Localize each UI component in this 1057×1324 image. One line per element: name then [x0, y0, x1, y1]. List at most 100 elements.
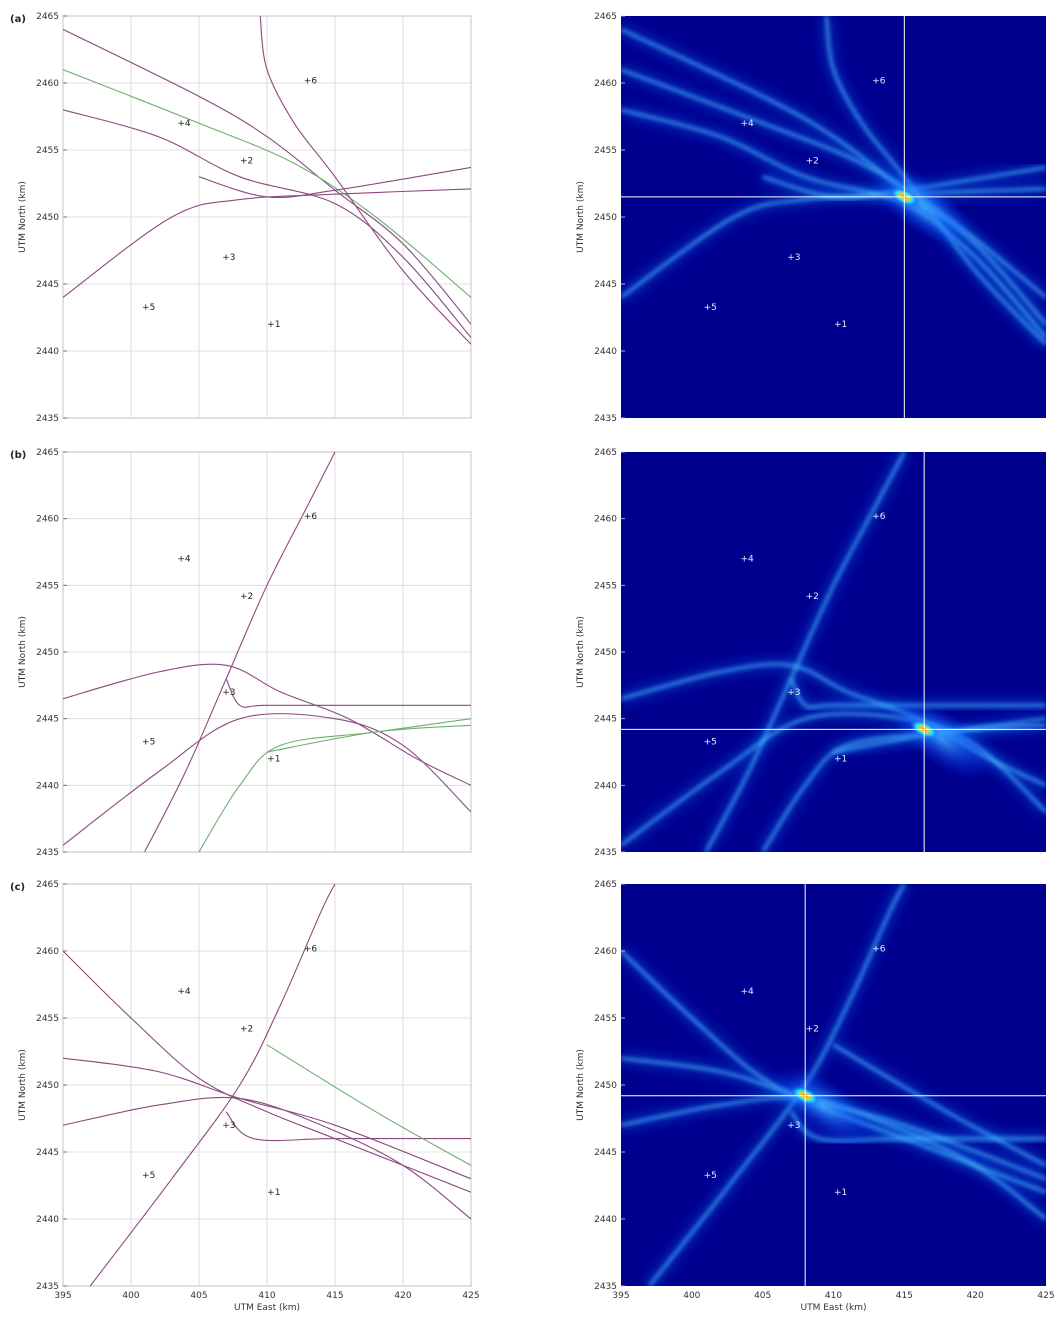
axes: 2465 2460 2455 2450 2445 2440 2435 UTM North (k… [576, 448, 625, 858]
y-tick-label: 2445 [594, 1148, 617, 1158]
y-tick-label: 2440 [36, 1215, 59, 1225]
hyperbola-line [266, 724, 471, 753]
station-label: +5 [142, 303, 155, 313]
y-tick-label: 2440 [36, 347, 59, 357]
ridge-line [705, 452, 906, 852]
x-tick-label: 425 [1037, 1291, 1054, 1301]
y-tick-label: 2455 [36, 581, 59, 591]
y-axis-label: UTM North (km) [18, 616, 28, 688]
heatmap-ridges [621, 452, 1046, 852]
ridge-line [648, 884, 906, 1286]
station-label: +3 [222, 253, 235, 263]
hyperbola-line [225, 1111, 471, 1142]
station-label: +1 [834, 755, 847, 765]
y-tick-label: 2435 [594, 848, 617, 858]
y-tick-label: 2435 [36, 848, 59, 858]
station-label: +3 [787, 1121, 800, 1131]
hyperbola-line [63, 713, 471, 846]
probability-plume [870, 166, 974, 248]
station-label: +4 [177, 987, 191, 997]
x-tick-label: 400 [122, 1291, 139, 1301]
station-label: +1 [267, 1188, 280, 1198]
station-label: +4 [177, 119, 191, 129]
station-label: +2 [240, 592, 253, 602]
hyperbola-line [63, 1096, 471, 1220]
probability-plume [890, 698, 994, 780]
y-tick-label: 2445 [594, 715, 617, 725]
station-label: +1 [834, 320, 847, 330]
station-label: +2 [240, 1025, 253, 1035]
hyperbola-line [63, 950, 471, 1193]
y-tick-label: 2465 [594, 880, 617, 890]
hyperbola-line [63, 663, 471, 786]
station-label: +3 [787, 688, 800, 698]
station-label: +4 [740, 987, 754, 997]
station-label: +5 [704, 1171, 717, 1181]
heatmap-ridges [621, 16, 1046, 347]
y-axis-label: UTM North (km) [576, 616, 586, 688]
station-label: +4 [740, 119, 754, 129]
x-tick-label: 420 [967, 1291, 984, 1301]
hyperbola-line [89, 884, 336, 1286]
hyperbola-lines [63, 884, 471, 1286]
y-tick-label: 2460 [594, 79, 617, 89]
hyperbola-lines [63, 452, 471, 852]
y-tick-label: 2455 [594, 1014, 617, 1024]
x-tick-label: 420 [394, 1291, 411, 1301]
station-label: +5 [142, 1171, 155, 1181]
ridge-line [825, 16, 1046, 346]
y-tick-label: 2460 [594, 515, 617, 525]
y-tick-label: 2440 [36, 781, 59, 791]
stations: +1 +2 +3 +4 +5 +6 [142, 512, 317, 765]
stations: +1 +2 +3 +4 +5 +6 [704, 944, 886, 1198]
y-tick-label: 2440 [594, 781, 617, 791]
station-label: +3 [787, 253, 800, 263]
heatmap-area [621, 452, 1046, 852]
station-label: +2 [806, 592, 819, 602]
axes: 2465 2460 2455 2450 2445 2440 2435 UTM North (k… [576, 12, 625, 424]
x-tick-label: 400 [683, 1291, 700, 1301]
station-label: +5 [704, 737, 717, 747]
y-tick-label: 2460 [36, 79, 59, 89]
y-tick-label: 2465 [594, 448, 617, 458]
station-label: +6 [304, 944, 318, 954]
y-tick-label: 2450 [594, 648, 617, 658]
heatmap-area [621, 16, 1046, 418]
station-label: +6 [872, 944, 886, 954]
stations: +1 +2 +3 +4 +5 +6 [142, 944, 317, 1198]
x-tick-label: 425 [462, 1291, 479, 1301]
y-tick-label: 2445 [36, 280, 59, 290]
hyperbola-line [266, 1044, 471, 1166]
station-label: +2 [806, 1025, 819, 1035]
y-tick-label: 2465 [36, 12, 59, 22]
station-label: +6 [304, 76, 318, 86]
stations: +1 +2 +3 +4 +5 +6 [704, 512, 886, 765]
ridge-line [621, 108, 1046, 339]
hyperbola-line [63, 28, 471, 325]
panel-label: (b) [10, 450, 26, 461]
probability-plume [771, 1065, 875, 1147]
hyperbola-line [144, 452, 336, 852]
station-label: +3 [222, 688, 235, 698]
y-tick-label: 2455 [36, 146, 59, 156]
y-tick-label: 2440 [594, 1215, 617, 1225]
panel-label: (c) [10, 882, 25, 893]
hyperbola-lines [63, 16, 471, 345]
heatmap-ridges [621, 884, 1046, 1286]
station-label: +4 [740, 555, 754, 565]
y-tick-label: 2450 [36, 648, 59, 658]
y-tick-label: 2435 [36, 414, 59, 424]
x-tick-label: 395 [612, 1291, 629, 1301]
station-label: +2 [240, 157, 253, 167]
hyperbola-line [198, 718, 471, 852]
station-label: +4 [177, 555, 191, 565]
y-tick-label: 2445 [36, 1148, 59, 1158]
y-axis-label: UTM North (km) [18, 181, 28, 253]
y-tick-label: 2455 [594, 146, 617, 156]
y-tick-label: 2460 [594, 947, 617, 957]
ridge-line [790, 678, 1046, 709]
x-tick-label: 395 [54, 1291, 71, 1301]
